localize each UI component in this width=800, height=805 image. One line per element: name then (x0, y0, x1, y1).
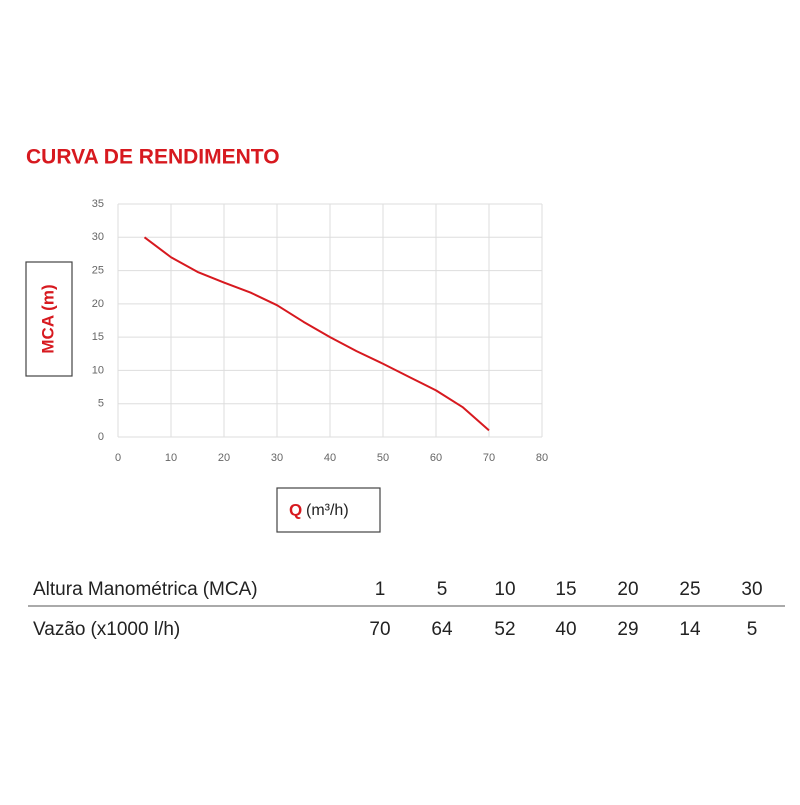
x-tick-label: 40 (324, 452, 336, 464)
table: Altura Manométrica (MCA) 1 5 10 15 20 25 30Vazão… (33, 579, 763, 640)
row-unit: (MCA) (203, 579, 258, 600)
table-cell: 1 (375, 579, 386, 600)
y-axis-label: MCA (m) (38, 284, 57, 353)
table-cell: 40 (555, 619, 576, 640)
chart-title: CURVA DE RENDIMENTO (26, 146, 280, 169)
x-axis-label: Q (289, 500, 302, 519)
x-tick-label: 30 (271, 452, 283, 464)
row-unit: (x1000 l/h) (90, 619, 180, 640)
plot: 0 5 10 15 20 25 30 35 0 10 20 30 40 50 60 70 80 (92, 198, 548, 464)
table-cell: 29 (617, 619, 638, 640)
x-tick-label: 60 (430, 452, 442, 464)
y-tick-label: 10 (92, 364, 104, 376)
y-tick-label: 25 (92, 264, 104, 276)
table-cell: 14 (679, 619, 701, 640)
x-tick-label: 80 (536, 452, 548, 464)
table-cell: 5 (437, 579, 448, 600)
y-tick-label: 35 (92, 198, 104, 210)
table-cell: 15 (555, 579, 576, 600)
x-tick-label: 0 (115, 452, 121, 464)
curve (143, 236, 490, 432)
table-cell: 25 (679, 579, 700, 600)
row-name: Altura Manométrica (33, 579, 198, 600)
table-cell: 70 (369, 619, 390, 640)
table-cell: 30 (741, 579, 762, 600)
x-tick-label: 10 (165, 452, 177, 464)
y-tick-label: 30 (92, 231, 104, 243)
table-cell: 52 (494, 619, 515, 640)
row-name: Vazão (33, 619, 85, 640)
table-cell: 10 (494, 579, 515, 600)
x-axis-unit: (m³/h) (306, 502, 349, 519)
x-label-box (276, 487, 381, 533)
x-tick-label: 50 (377, 452, 389, 464)
y-tick-label: 20 (92, 298, 104, 310)
y-tick-label: 5 (98, 398, 104, 410)
x-tick-label: 20 (218, 452, 230, 464)
y-tick-label: 15 (92, 331, 104, 343)
table-cell: 64 (431, 619, 453, 640)
table-cell: 5 (747, 619, 758, 640)
y-label-box (25, 261, 73, 377)
x-tick-label: 70 (483, 452, 495, 464)
table-cell: 20 (617, 579, 638, 600)
y-tick-label: 0 (98, 431, 104, 443)
